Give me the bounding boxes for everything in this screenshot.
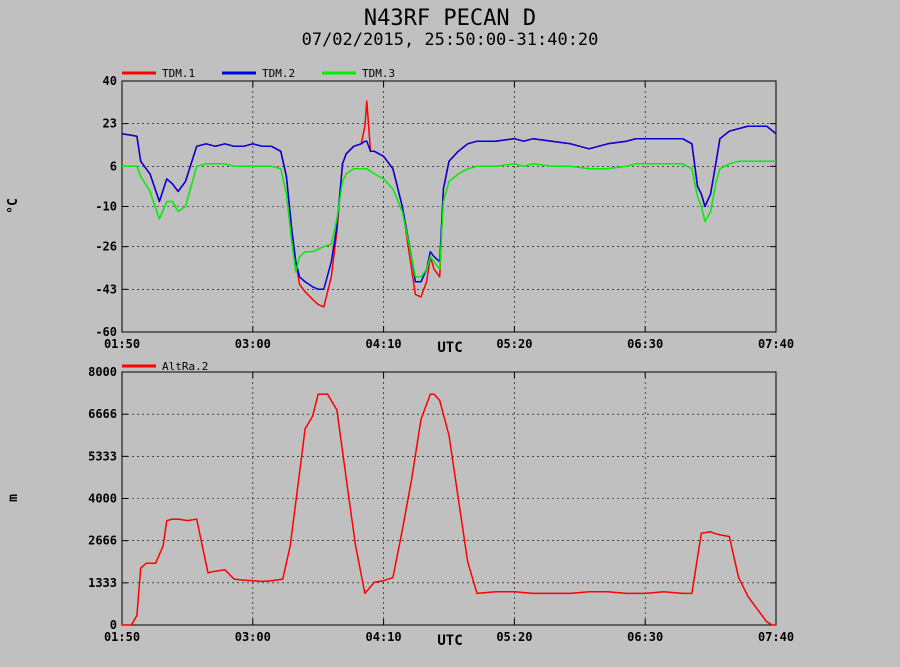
x-tick-label: 01:50 xyxy=(104,337,140,351)
legend-label: TDM.2 xyxy=(262,67,295,80)
y-tick-label: -26 xyxy=(95,240,117,254)
x-tick-label: 07:40 xyxy=(758,337,794,351)
y-tick-label: -60 xyxy=(95,325,117,339)
x-tick-label: 03:00 xyxy=(235,337,271,351)
y-tick-label: 40 xyxy=(103,74,117,88)
y-tick-label: 23 xyxy=(103,117,117,131)
y-tick-label: 4000 xyxy=(88,492,117,506)
y-tick-label: 6666 xyxy=(88,407,117,421)
x-tick-label: 06:30 xyxy=(627,630,663,644)
x-tick-label: 05:20 xyxy=(496,337,532,351)
legend-label: TDM.1 xyxy=(162,67,195,80)
chart-subtitle: 07/02/2015, 25:50:00-31:40:20 xyxy=(302,30,599,50)
x-axis-label: UTC xyxy=(437,340,462,356)
x-tick-label: 04:10 xyxy=(366,630,402,644)
y-tick-label: -43 xyxy=(95,282,117,296)
y-tick-label: 2666 xyxy=(88,534,117,548)
altitude-panel: 8000 6666 5333 4000 2666 1333 001:50 03:00 04:10… xyxy=(6,360,794,649)
chart-title: N43RF PECAN D xyxy=(364,6,536,31)
y-tick-label: 5333 xyxy=(88,449,117,463)
y-axis-label: m xyxy=(6,494,21,502)
series-line-tdm-3 xyxy=(122,160,776,278)
x-axis-label: UTC xyxy=(437,633,462,649)
y-tick-label: 1333 xyxy=(88,576,117,590)
x-tick-label: 05:20 xyxy=(496,630,532,644)
x-tick-label: 06:30 xyxy=(627,337,663,351)
y-tick-label: 8000 xyxy=(88,365,117,379)
legend-label: TDM.3 xyxy=(362,67,395,80)
x-tick-label: 01:50 xyxy=(104,630,140,644)
series-line-tdm-2 xyxy=(121,125,777,291)
legend-label: AltRa.2 xyxy=(162,360,208,373)
x-tick-label: 07:40 xyxy=(758,630,794,644)
x-tick-label: 03:00 xyxy=(235,630,271,644)
y-tick-label: 6 xyxy=(110,159,117,173)
y-tick-label: 0 xyxy=(110,618,117,632)
y-axis-label: °C xyxy=(6,198,21,214)
series-line-altra-2 xyxy=(122,393,776,626)
x-tick-label: 04:10 xyxy=(366,337,402,351)
y-tick-label: -10 xyxy=(95,200,117,214)
